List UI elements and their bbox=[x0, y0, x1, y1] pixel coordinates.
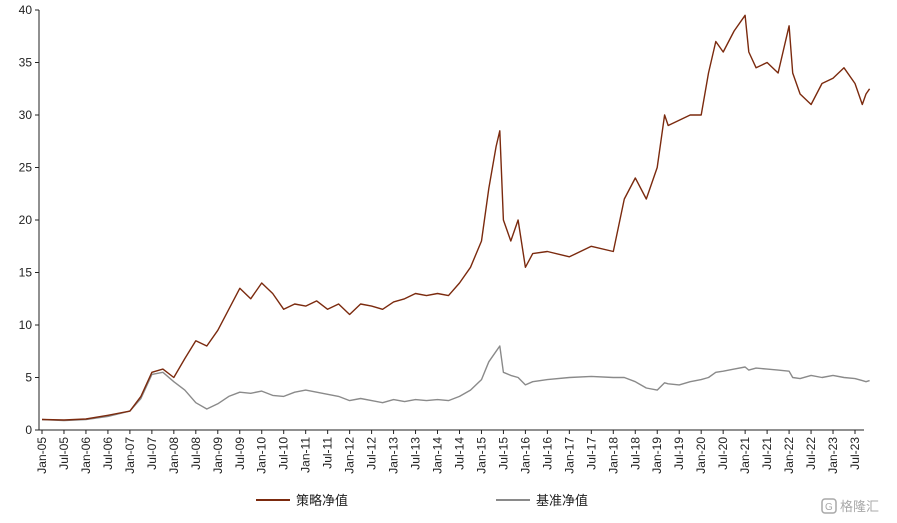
y-tick-label: 25 bbox=[19, 161, 33, 175]
x-tick-label: Jan-15 bbox=[474, 437, 488, 474]
x-tick-label: Jan-14 bbox=[431, 437, 445, 474]
series-layer bbox=[41, 14, 871, 422]
watermark: G 格隆汇 bbox=[821, 498, 879, 515]
x-tick-label: Jan-07 bbox=[123, 437, 137, 474]
x-tick-label: Jul-06 bbox=[101, 437, 115, 470]
legend-label-benchmark: 基准净值 bbox=[536, 493, 588, 509]
axes bbox=[38, 10, 864, 431]
y-tick-label: 40 bbox=[19, 3, 33, 17]
x-tick-label: Jul-17 bbox=[584, 437, 598, 470]
x-tick-label: Jul-20 bbox=[716, 437, 730, 470]
x-tick-label: Jul-11 bbox=[321, 437, 335, 469]
watermark-text: 格隆汇 bbox=[840, 499, 879, 515]
x-tick-label: Jul-12 bbox=[365, 437, 379, 470]
y-tick-label: 15 bbox=[19, 266, 33, 280]
x-tick-label: Jul-07 bbox=[145, 437, 159, 470]
x-tick-label: Jan-22 bbox=[782, 437, 796, 474]
y-tick-label: 0 bbox=[25, 423, 32, 437]
y-tick-label: 35 bbox=[19, 56, 33, 70]
x-tick-label: Jul-19 bbox=[672, 437, 686, 470]
series-line-strategy bbox=[41, 14, 871, 421]
x-tick-label: Jan-23 bbox=[826, 437, 840, 474]
x-tick-label: Jan-19 bbox=[650, 437, 664, 474]
x-tick-label: Jan-13 bbox=[387, 437, 401, 474]
x-tick-label: Jan-21 bbox=[738, 437, 752, 474]
x-tick-label: Jan-16 bbox=[518, 437, 532, 474]
y-tick-label: 10 bbox=[19, 318, 33, 332]
y-tick-label: 5 bbox=[25, 371, 32, 385]
y-tick-labels: 0 5 10 15 20 25 30 35 40 bbox=[19, 3, 39, 437]
y-tick-label: 30 bbox=[19, 108, 33, 122]
x-tick-label: Jan-06 bbox=[79, 437, 93, 474]
x-tick-label: Jan-09 bbox=[211, 437, 225, 474]
x-tick-label: Jul-18 bbox=[628, 437, 642, 470]
x-tick-label: Jan-08 bbox=[167, 437, 181, 474]
x-tick-label: Jul-15 bbox=[496, 437, 510, 470]
x-tick-label: Jul-16 bbox=[540, 437, 554, 470]
x-tick-label: Jan-17 bbox=[562, 437, 576, 474]
x-tick-label: Jan-12 bbox=[343, 437, 357, 474]
watermark-logo-icon bbox=[821, 498, 837, 514]
x-tick-label: Jan-05 bbox=[35, 437, 49, 474]
x-tick-label: Jul-14 bbox=[452, 437, 466, 470]
y-tick-label: 20 bbox=[19, 213, 33, 227]
x-tick-label: Jul-21 bbox=[760, 437, 774, 470]
legend-label-strategy: 策略净值 bbox=[296, 493, 348, 509]
x-tick-label: Jul-13 bbox=[409, 437, 423, 470]
series-line-benchmark bbox=[41, 345, 870, 422]
x-tick-label: Jul-22 bbox=[804, 437, 818, 470]
x-tick-label: Jan-20 bbox=[694, 437, 708, 474]
x-tick-label: Jul-23 bbox=[848, 437, 862, 470]
x-tick-label: Jan-18 bbox=[606, 437, 620, 474]
x-tick-labels: Jan-05 Jul-05 Jan-06 Jul-06 Jan-07 Jul-07 Jan-… bbox=[35, 430, 862, 474]
watermark-logo-glyph: G bbox=[825, 502, 833, 513]
x-tick-label: Jan-10 bbox=[255, 437, 269, 474]
x-tick-label: Jul-09 bbox=[233, 437, 247, 470]
x-tick-label: Jul-08 bbox=[189, 437, 203, 470]
legend: 策略净值 基准净值 bbox=[256, 493, 588, 509]
x-tick-label: Jan-11 bbox=[299, 437, 313, 473]
x-tick-label: Jul-05 bbox=[57, 437, 71, 470]
x-tick-label: Jul-10 bbox=[277, 437, 291, 470]
